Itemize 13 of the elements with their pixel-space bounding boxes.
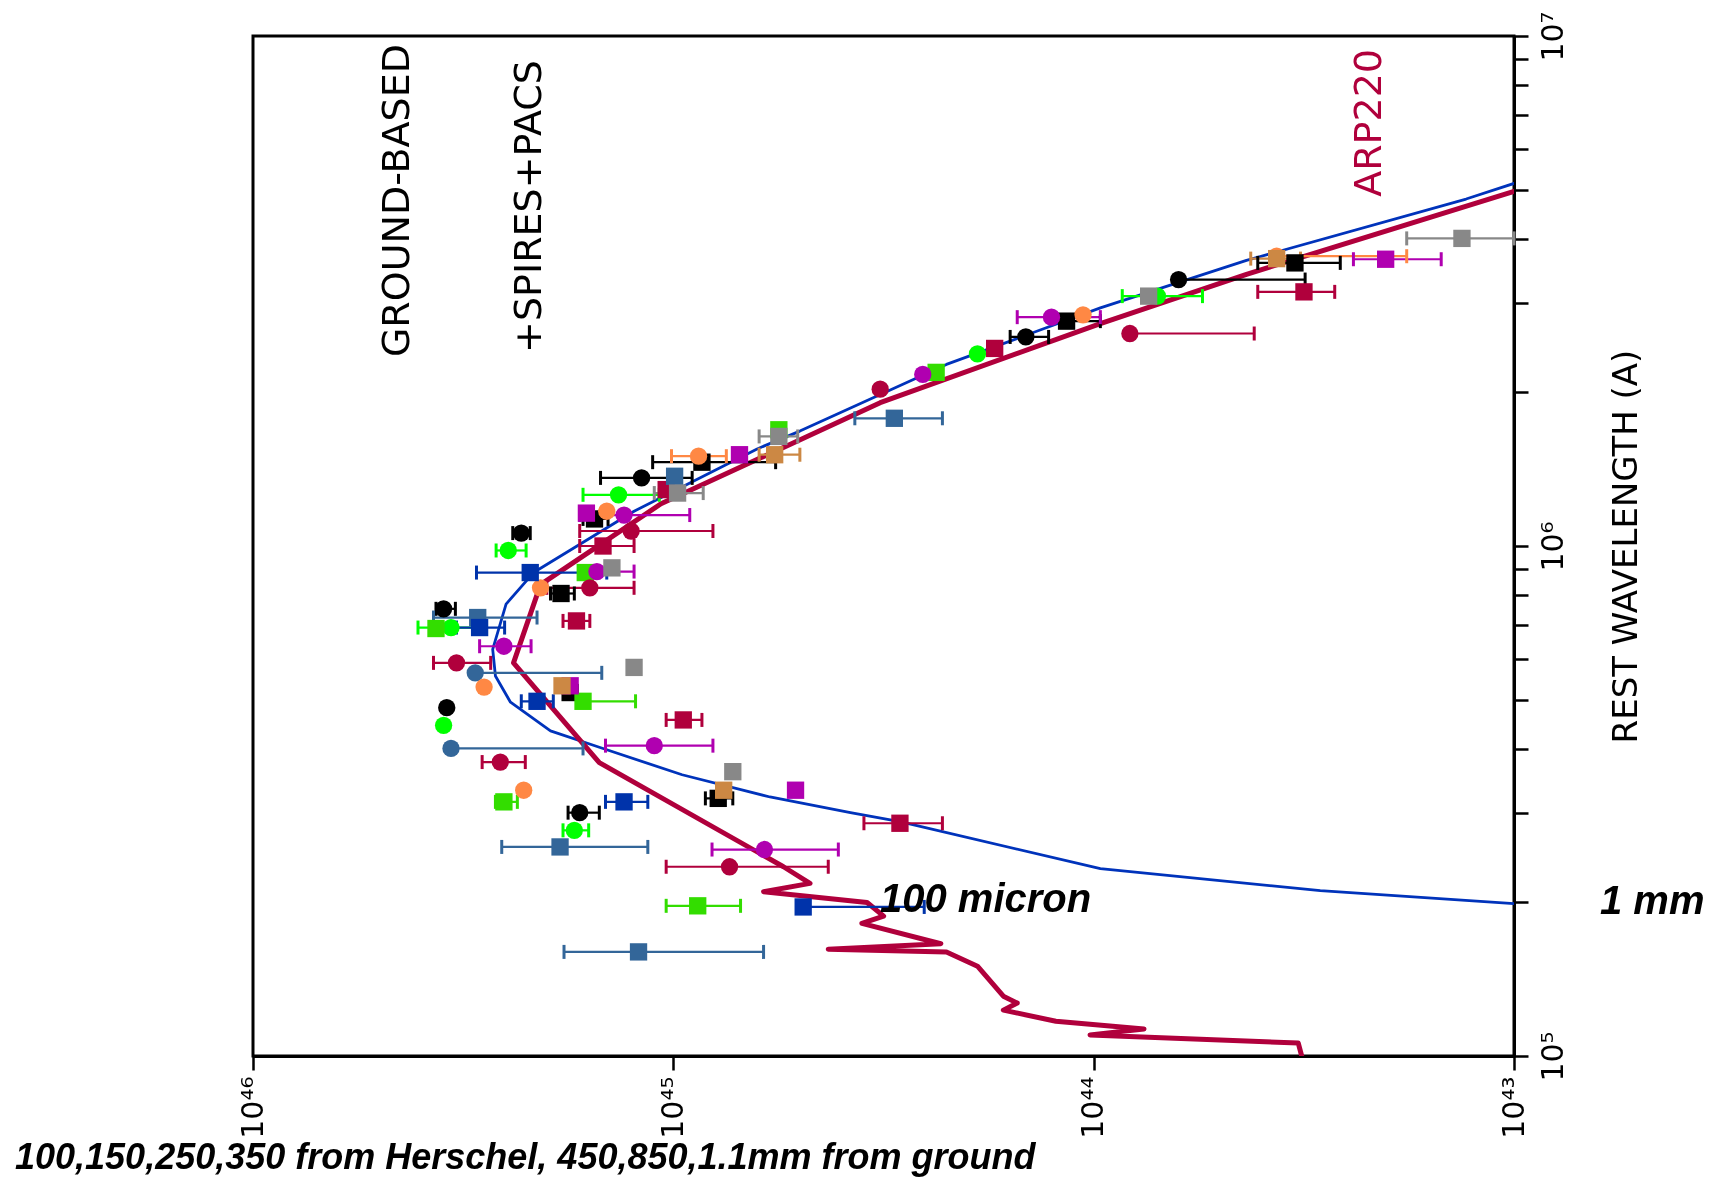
- annotation: GROUND-BASED: [374, 44, 418, 358]
- y-tick-label: 10⁶: [1534, 521, 1570, 572]
- x-tick-label: 10⁴⁴: [1075, 1076, 1111, 1139]
- x-tick-label: 10⁴³: [1495, 1076, 1531, 1139]
- y-tick-label: 10⁵: [1534, 1031, 1570, 1082]
- text: ARP220: [1346, 49, 1390, 197]
- y-axis-title: REST WAVELENGTH (A): [1604, 349, 1645, 744]
- x-tick-label: 10⁴⁶: [234, 1076, 270, 1139]
- y-tick-label: 10⁷: [1534, 11, 1570, 62]
- x-tick-label: 10⁴⁵: [654, 1076, 690, 1139]
- annotation: +SPIRES+PACS: [506, 60, 550, 353]
- text: 100,150,250,350 from Herschel, 450,850,1.1mm from ground: [15, 1136, 1037, 1177]
- text: 1 mm: [1600, 878, 1705, 922]
